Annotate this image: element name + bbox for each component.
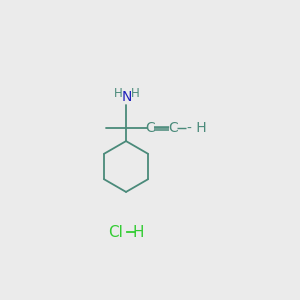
Text: Cl: Cl — [108, 225, 123, 240]
Text: H: H — [114, 86, 123, 100]
Text: N: N — [122, 90, 132, 104]
Text: H: H — [131, 86, 140, 100]
Text: - H: - H — [187, 122, 207, 135]
Text: C: C — [169, 122, 178, 135]
Text: C: C — [146, 122, 155, 135]
Text: H: H — [133, 225, 145, 240]
